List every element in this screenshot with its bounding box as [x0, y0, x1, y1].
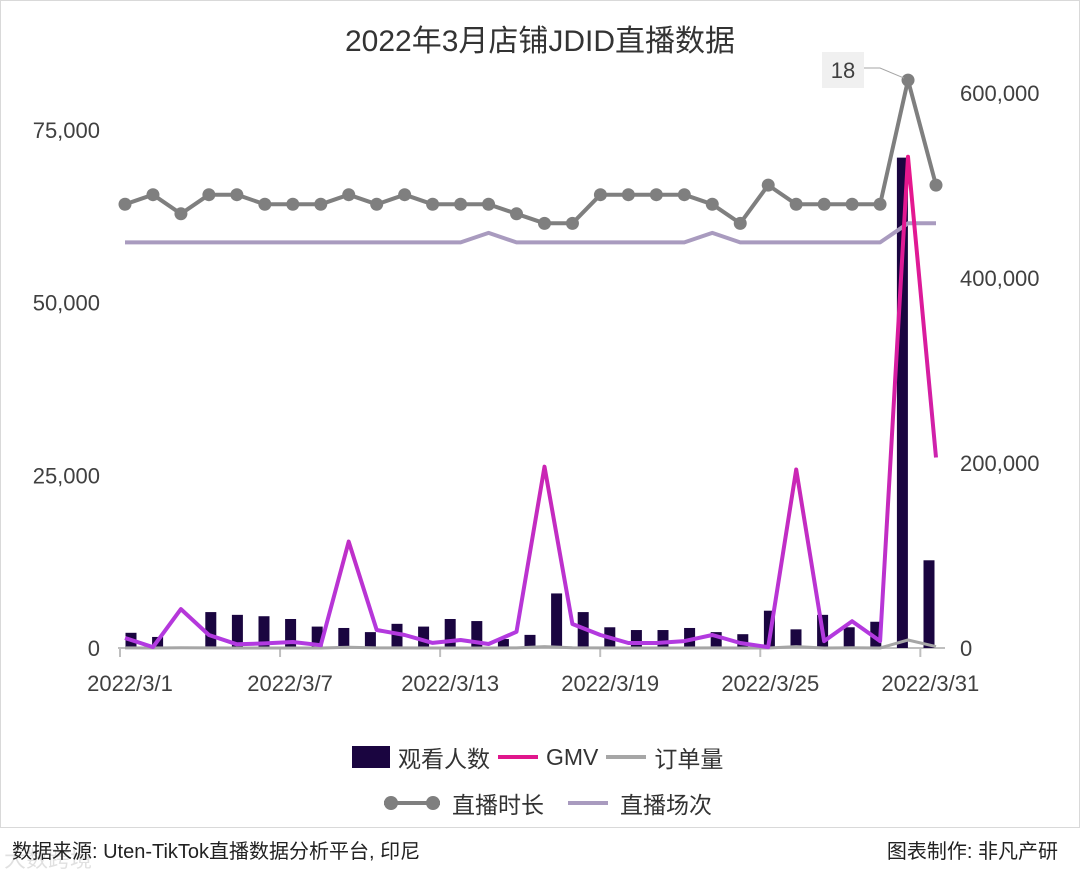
- marker-duration: [845, 197, 859, 211]
- bar-views: [710, 632, 722, 648]
- data-label-leader: [864, 67, 905, 79]
- bar-views: [896, 157, 908, 649]
- marker-duration: [677, 188, 691, 202]
- bar-views: [657, 630, 669, 648]
- marker-duration: [174, 207, 188, 221]
- marker-duration: [705, 197, 719, 211]
- legend-label-views: 观看人数: [398, 746, 490, 772]
- x-tick-label: 2022/3/1: [87, 671, 173, 696]
- marker-duration: [901, 73, 915, 87]
- x-tick-label: 2022/3/13: [401, 671, 499, 696]
- marker-duration: [565, 216, 579, 230]
- data-source-note: 数据来源: Uten-TikTok直播数据分析平台, 印尼: [12, 841, 421, 863]
- x-tick-label: 2022/3/19: [561, 671, 659, 696]
- data-label-duration-max: 18: [831, 58, 855, 83]
- left-y-tick-label: 50,000: [33, 291, 100, 316]
- marker-duration: [649, 188, 663, 202]
- bar-views: [630, 630, 642, 648]
- marker-duration: [454, 197, 468, 211]
- legend-swatch-sessions: [568, 801, 608, 805]
- right-y-tick-label: 200,000: [960, 451, 1040, 476]
- line-orders: [124, 638, 937, 650]
- chart-credit: 图表制作: 非凡产研: [886, 841, 1058, 863]
- marker-duration: [761, 178, 775, 192]
- bar-views: [790, 629, 802, 648]
- right-y-tick-label: 0: [960, 636, 972, 661]
- marker-duration: [118, 197, 132, 211]
- watermark: 大数跨境: [4, 847, 93, 872]
- bar-views: [338, 627, 350, 648]
- bar-views: [231, 614, 243, 648]
- marker-duration: [510, 207, 524, 221]
- x-tick-label: 2022/3/31: [881, 671, 979, 696]
- marker-duration: [314, 197, 328, 211]
- data-label-box: [822, 52, 864, 88]
- bar-views: [471, 621, 483, 648]
- marker-duration: [286, 197, 300, 211]
- marker-duration: [733, 216, 747, 230]
- bar-views: [444, 618, 456, 648]
- marker-duration: [370, 197, 384, 211]
- marker-duration: [873, 197, 887, 211]
- marker-duration: [426, 197, 440, 211]
- bar-views: [737, 634, 749, 648]
- legend-swatch-gmv: [498, 755, 538, 759]
- marker-duration: [817, 197, 831, 211]
- legend-label-orders: 订单量: [654, 746, 724, 772]
- left-y-tick-label: 75,000: [33, 118, 100, 143]
- marker-duration: [929, 178, 943, 192]
- bar-views: [311, 626, 323, 648]
- marker-duration: [482, 197, 496, 211]
- right-y-tick-label: 400,000: [960, 266, 1040, 291]
- marker-duration: [398, 188, 412, 202]
- bar-views: [391, 623, 403, 648]
- left-y-tick-label: 0: [88, 636, 100, 661]
- marker-duration: [537, 216, 551, 230]
- bar-views: [870, 621, 882, 648]
- legend-label-gmv: GMV: [546, 743, 599, 770]
- legend-swatch-duration: [384, 795, 440, 811]
- bar-views: [923, 560, 935, 648]
- bar-views: [205, 612, 217, 648]
- marker-duration: [230, 188, 244, 202]
- line-sessions: [125, 221, 936, 245]
- legend-row-1: 观看人数 GMV 订单量: [352, 740, 723, 774]
- marker-duration: [146, 188, 160, 202]
- legend-label-duration: 直播时长: [452, 792, 544, 818]
- marker-duration: [789, 197, 803, 211]
- legend-swatch-views: [352, 746, 390, 768]
- bar-views: [524, 634, 536, 648]
- bar-views: [497, 639, 509, 648]
- bar-views: [285, 618, 297, 648]
- bar-views: [843, 627, 855, 648]
- bar-views: [551, 593, 563, 648]
- marker-duration: [621, 188, 635, 202]
- x-tick-label: 2022/3/7: [247, 671, 333, 696]
- chart-title: 2022年3月店铺JDID直播数据: [344, 25, 736, 58]
- bar-views: [258, 616, 270, 648]
- right-y-tick-label: 600,000: [960, 81, 1040, 106]
- line-gmv: [124, 154, 938, 650]
- x-tick-label: 2022/3/25: [721, 671, 819, 696]
- bar-views: [418, 626, 430, 648]
- left-y-tick-label: 25,000: [33, 463, 100, 488]
- marker-duration: [202, 188, 216, 202]
- legend-row-2: 直播时长 直播场次: [384, 786, 712, 820]
- line-duration: [124, 78, 938, 226]
- marker-duration: [258, 197, 272, 211]
- legend-label-sessions: 直播场次: [620, 792, 712, 818]
- bar-views: [364, 632, 376, 648]
- legend-swatch-orders: [606, 755, 647, 759]
- marker-duration: [342, 188, 356, 202]
- marker-duration: [593, 188, 607, 202]
